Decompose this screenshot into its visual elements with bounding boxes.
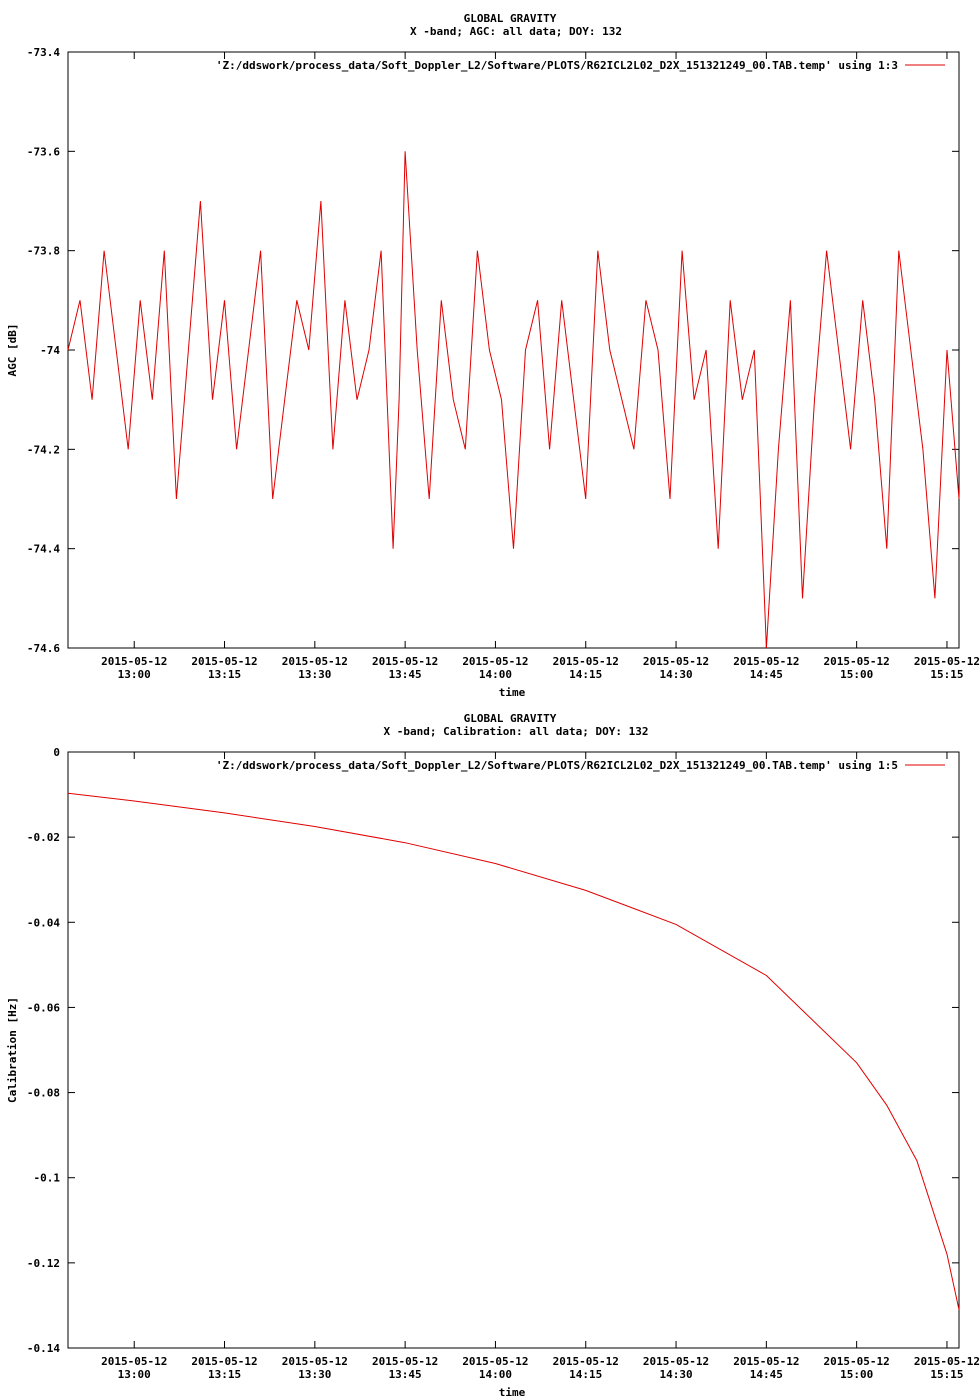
y-tick-label: -74 [40,344,60,357]
x-tick-date-label: 2015-05-12 [372,1355,438,1368]
plot-area [67,51,960,649]
x-tick-time-label: 14:15 [569,668,602,681]
y-axis-ticks: 0 -0.02 -0.04 -0.06 -0.08 -0.1 -0.12 -0.14 [27,746,959,1355]
y-tick-label: -0.12 [27,1257,60,1270]
x-tick-time-label: 15:00 [840,668,873,681]
chart-subtitle: X -band; Calibration: all data; DOY: 132 [384,725,649,738]
y-axis-ticks: -73.4 -73.6 -73.8 -74 -74.2 -74.4 -74.6 [27,46,959,655]
x-tick-date-label: 2015-05-12 [462,655,528,668]
y-tick-label: -73.4 [27,46,60,59]
x-tick-date-label: 2015-05-12 [372,655,438,668]
chart-title: GLOBAL GRAVITY [464,712,557,725]
x-tick-date-label: 2015-05-12 [914,1355,980,1368]
x-tick-time-label: 14:00 [479,1368,512,1381]
y-tick-label: -0.08 [27,1087,60,1100]
chart-title: GLOBAL GRAVITY [464,12,557,25]
agc-chart-svg: GLOBAL GRAVITY X -band; AGC: all data; D… [6,12,980,699]
calibration-series-line [67,792,960,1310]
x-tick-date-label: 2015-05-12 [462,1355,528,1368]
x-tick-time-label: 13:15 [208,1368,241,1381]
y-tick-label: -73.6 [27,145,60,158]
x-tick-date-label: 2015-05-12 [643,1355,709,1368]
x-tick-date-label: 2015-05-12 [733,1355,799,1368]
x-tick-date-label: 2015-05-12 [914,655,980,668]
x-tick-time-label: 14:45 [750,668,783,681]
x-axis-label: time [499,686,526,699]
x-tick-time-label: 15:15 [930,1368,963,1381]
x-tick-time-label: 14:45 [750,1368,783,1381]
x-tick-date-label: 2015-05-12 [733,655,799,668]
x-tick-date-label: 2015-05-12 [282,655,348,668]
x-tick-date-label: 2015-05-12 [282,1355,348,1368]
y-tick-label: -0.04 [27,916,60,929]
calibration-chart: GLOBAL GRAVITY X -band; Calibration: all… [0,700,980,1400]
x-axis-label: time [499,1386,526,1399]
x-tick-date-label: 2015-05-12 [824,1355,890,1368]
x-tick-date-label: 2015-05-12 [643,655,709,668]
x-tick-date-label: 2015-05-12 [553,655,619,668]
plot-area [67,751,960,1349]
legend-label: 'Z:/ddswork/process_data/Soft_Doppler_L2… [216,59,898,72]
x-tick-date-label: 2015-05-12 [101,655,167,668]
y-tick-label: -74.4 [27,543,60,556]
x-tick-time-label: 14:30 [659,668,692,681]
x-tick-time-label: 13:15 [208,668,241,681]
x-tick-time-label: 14:15 [569,1368,602,1381]
y-tick-label: -0.14 [27,1342,60,1355]
x-tick-time-label: 13:45 [389,1368,422,1381]
x-tick-time-label: 13:30 [298,1368,331,1381]
y-tick-label: -0.06 [27,1001,60,1014]
y-tick-label: -0.02 [27,831,60,844]
y-axis-label: Calibration [Hz] [6,997,19,1103]
x-tick-date-label: 2015-05-12 [824,655,890,668]
chart-subtitle: X -band; AGC: all data; DOY: 132 [410,25,622,38]
x-tick-time-label: 13:00 [118,668,151,681]
x-tick-date-label: 2015-05-12 [191,1355,257,1368]
x-tick-time-label: 15:15 [930,668,963,681]
y-tick-label: -0.1 [34,1172,61,1185]
legend-label: 'Z:/ddswork/process_data/Soft_Doppler_L2… [216,759,898,772]
agc-series-line [67,151,960,649]
x-tick-time-label: 13:30 [298,668,331,681]
y-tick-label: 0 [53,746,60,759]
x-axis-ticks: 2015-05-1213:002015-05-1213:152015-05-12… [101,52,980,681]
calibration-chart-svg: GLOBAL GRAVITY X -band; Calibration: all… [6,712,980,1399]
x-tick-time-label: 13:45 [389,668,422,681]
x-tick-time-label: 15:00 [840,1368,873,1381]
x-tick-time-label: 13:00 [118,1368,151,1381]
y-tick-label: -74.6 [27,642,60,655]
y-tick-label: -74.2 [27,443,60,456]
y-axis-label: AGC [dB] [6,324,19,377]
x-tick-date-label: 2015-05-12 [101,1355,167,1368]
x-axis-ticks: 2015-05-1213:002015-05-1213:152015-05-12… [101,752,980,1381]
x-tick-date-label: 2015-05-12 [553,1355,619,1368]
x-tick-time-label: 14:30 [659,1368,692,1381]
x-tick-date-label: 2015-05-12 [191,655,257,668]
y-tick-label: -73.8 [27,245,60,258]
x-tick-time-label: 14:00 [479,668,512,681]
agc-chart: GLOBAL GRAVITY X -band; AGC: all data; D… [6,12,980,699]
